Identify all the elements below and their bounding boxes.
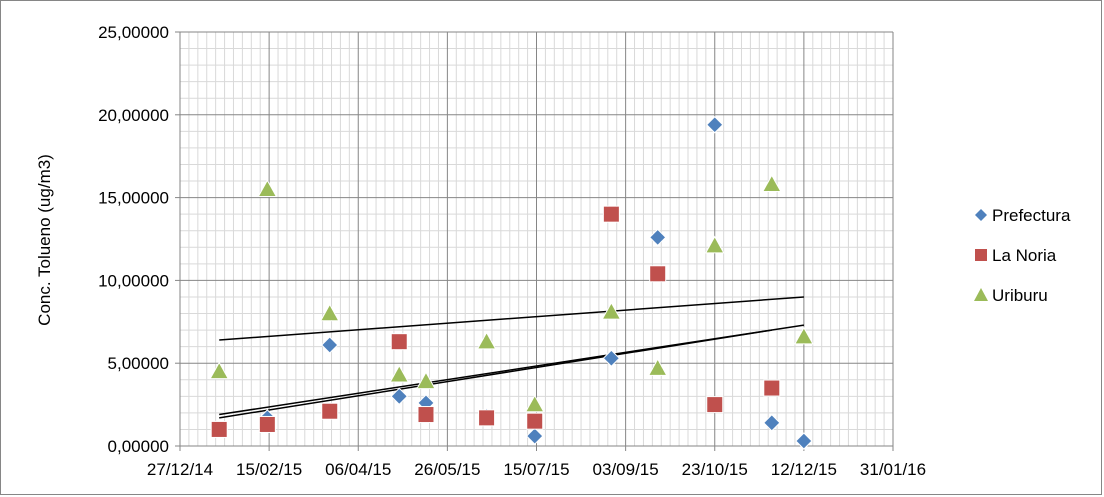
x-tick-label: 12/12/15 xyxy=(771,460,837,479)
point-la-noria xyxy=(417,406,435,424)
point-prefectura xyxy=(763,414,781,432)
point-prefectura xyxy=(321,336,339,354)
point-la-noria xyxy=(210,420,228,438)
point-uriburu xyxy=(476,331,497,350)
point-uriburu xyxy=(704,235,725,254)
point-la-noria xyxy=(478,409,496,427)
x-tick-label: 23/10/15 xyxy=(682,460,748,479)
x-tick-label: 26/05/15 xyxy=(414,460,480,479)
legend-label-uriburu: Uriburu xyxy=(992,286,1048,305)
point-prefectura xyxy=(649,228,667,247)
point-la-noria xyxy=(602,205,620,223)
point-uriburu xyxy=(257,179,278,198)
point-uriburu xyxy=(319,303,340,322)
x-tick-label: 03/09/15 xyxy=(593,460,659,479)
trendline-la-noria xyxy=(219,329,772,419)
point-la-noria xyxy=(763,379,781,397)
y-tick-label: 10,00000 xyxy=(98,271,169,290)
point-la-noria xyxy=(649,265,667,283)
point-uriburu xyxy=(524,394,545,413)
point-la-noria xyxy=(321,402,339,420)
trendline-uriburu xyxy=(219,296,804,341)
legend-marker-prefectura xyxy=(975,209,987,221)
data-points xyxy=(209,116,814,450)
grid xyxy=(175,31,894,451)
legend-marker-la-noria xyxy=(975,249,987,261)
point-prefectura xyxy=(602,349,621,367)
point-la-noria xyxy=(706,396,724,414)
point-prefectura xyxy=(706,116,724,134)
legend-label-la-noria: La Noria xyxy=(992,246,1057,265)
point-prefectura xyxy=(390,387,408,406)
point-la-noria xyxy=(526,412,544,430)
point-prefectura xyxy=(795,432,813,450)
legend-label-prefectura: Prefectura xyxy=(992,206,1071,225)
point-uriburu xyxy=(647,358,668,376)
x-tick-labels: 27/12/14 15/02/15 06/04/15 26/05/15 15/07/15… xyxy=(147,460,926,479)
point-uriburu xyxy=(761,174,782,193)
point-uriburu xyxy=(389,364,410,383)
y-axis-title: Conc. Tolueno (ug/m3) xyxy=(35,154,54,326)
y-tick-label: 0,00000 xyxy=(108,437,169,456)
x-tick-label: 31/01/16 xyxy=(860,460,926,479)
x-tick-label: 06/04/15 xyxy=(325,460,391,479)
x-tick-label: 15/07/15 xyxy=(503,460,569,479)
point-la-noria xyxy=(258,415,276,433)
y-tick-label: 15,00000 xyxy=(98,189,169,208)
x-tick-label: 27/12/14 xyxy=(147,460,213,479)
point-uriburu xyxy=(209,361,230,380)
y-tick-labels: 0,00000 5,00000 10,00000 15,00000 20,00000 25… xyxy=(98,23,169,456)
point-uriburu xyxy=(601,301,622,320)
x-tick-label: 15/02/15 xyxy=(236,460,302,479)
trendlines xyxy=(219,296,804,419)
point-uriburu xyxy=(794,326,814,345)
y-tick-label: 5,00000 xyxy=(108,354,169,373)
point-uriburu xyxy=(416,371,436,390)
y-tick-label: 25,00000 xyxy=(98,23,169,42)
legend-marker-uriburu xyxy=(974,288,988,301)
legend: Prefectura La Noria Uriburu xyxy=(974,206,1071,305)
y-tick-label: 20,00000 xyxy=(98,106,169,125)
point-prefectura xyxy=(526,427,544,445)
point-la-noria xyxy=(390,333,408,351)
